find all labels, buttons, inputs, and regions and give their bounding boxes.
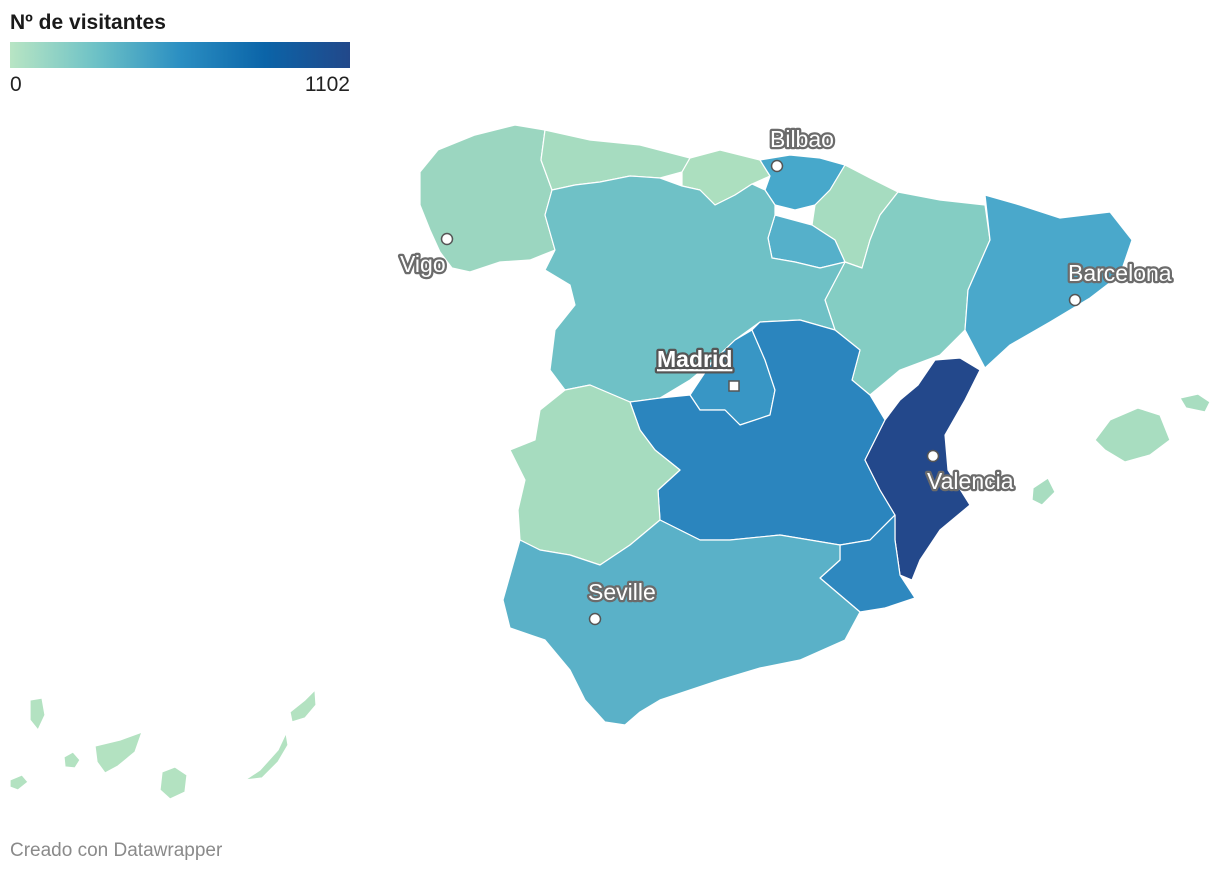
- region-tenerife[interactable]: [94, 731, 143, 774]
- city-marker-barcelona: [1068, 293, 1082, 307]
- legend-title: Nº de visitantes: [10, 11, 166, 34]
- region-comunidad-valenciana[interactable]: [864, 357, 981, 581]
- region-menorca[interactable]: [1179, 393, 1211, 413]
- region-galicia[interactable]: [419, 124, 556, 273]
- legend-ticks: 0 1102: [10, 73, 350, 99]
- city-label-seville: Seville: [588, 579, 656, 605]
- city-label-barcelona: Barcelona: [1068, 260, 1172, 286]
- city-label-valencia: Valencia: [927, 468, 1014, 494]
- region-la-palma[interactable]: [29, 697, 46, 731]
- region-el-hierro[interactable]: [9, 774, 29, 791]
- region-andalucia[interactable]: [502, 519, 861, 726]
- region-gran-canaria[interactable]: [159, 766, 188, 800]
- city-marker-seville: [588, 612, 602, 626]
- region-cataluna[interactable]: [964, 194, 1133, 369]
- city-marker-valencia: [926, 449, 940, 463]
- city-marker-bilbao: [770, 159, 784, 173]
- city-marker-vigo: [440, 232, 454, 246]
- city-label-madrid: Madrid: [657, 346, 732, 372]
- region-castilla-y-leon[interactable]: [544, 175, 846, 403]
- region-ibiza[interactable]: [1031, 477, 1056, 506]
- legend: Nº de visitantes 0 1102: [10, 8, 350, 99]
- legend-max-label: 1102: [304, 73, 350, 96]
- legend-min-label: 0: [10, 73, 22, 96]
- region-mallorca[interactable]: [1094, 407, 1171, 463]
- city-label-vigo: Vigo: [400, 251, 446, 277]
- footer-credit: Creado con Datawrapper: [10, 840, 223, 861]
- city-marker-madrid: [728, 380, 740, 392]
- region-la-gomera[interactable]: [63, 751, 81, 769]
- region-fuerteventura[interactable]: [244, 732, 289, 781]
- legend-color-bar: [10, 42, 350, 68]
- city-label-bilbao: Bilbao: [770, 126, 834, 152]
- region-lanzarote[interactable]: [289, 689, 317, 723]
